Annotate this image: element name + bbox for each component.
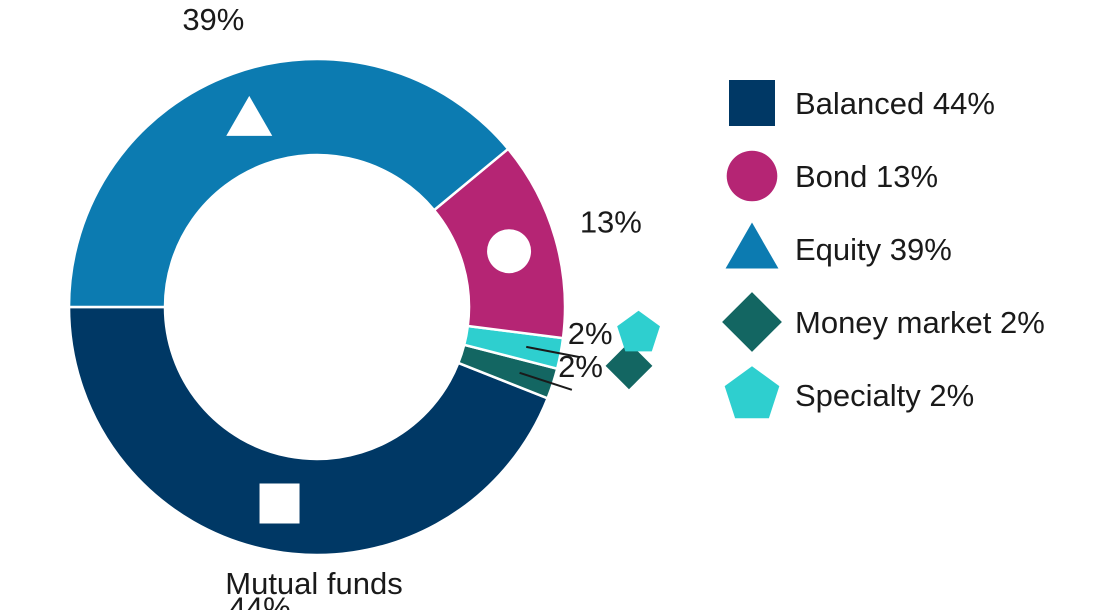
- slice-marker-balanced-square-icon: [259, 483, 300, 524]
- slice-marker-bond-circle-icon: [487, 229, 532, 274]
- legend-circle-icon: [726, 150, 778, 202]
- slice-label-equity: 39%: [182, 2, 244, 37]
- slice-label-bond: 13%: [580, 205, 642, 240]
- legend-item-equity: Equity 39%: [725, 222, 952, 269]
- legend-pentagon-icon: [724, 366, 780, 419]
- slice-label-balanced: 44%: [229, 591, 291, 610]
- legend: Balanced 44% Bond 13% Equity 39% Money mark…: [722, 80, 1045, 419]
- slice-marker-equity-triangle-icon: [226, 95, 273, 136]
- callout-markers: [605, 310, 660, 390]
- slice-label-specialty: 2%: [568, 316, 613, 351]
- legend-label-bond: Bond 13%: [795, 159, 938, 194]
- callout-marker-specialty-pentagon-icon: [617, 310, 660, 352]
- slice-markers: [226, 95, 532, 524]
- slice-labels: 44% 2%2% 13% 39%: [182, 2, 642, 610]
- leader-lines: [519, 345, 581, 391]
- legend-label-balanced: Balanced 44%: [795, 86, 995, 121]
- legend-item-money-market: Money market 2%: [722, 292, 1045, 352]
- legend-label-money-market: Money market 2%: [795, 305, 1045, 340]
- donut-slices: [67, 57, 567, 557]
- chart-caption: Mutual funds: [225, 566, 403, 601]
- legend-square-icon: [729, 80, 775, 126]
- legend-triangle-icon: [725, 222, 779, 269]
- slice-equity: [67, 57, 510, 309]
- legend-item-specialty: Specialty 2%: [724, 366, 974, 419]
- leader-line-specialty: [526, 345, 581, 359]
- slice-label-money-market: 2%: [558, 349, 603, 384]
- legend-label-equity: Equity 39%: [795, 232, 952, 267]
- legend-item-bond: Bond 13%: [726, 150, 938, 202]
- callout-marker-money-market-diamond-icon: [605, 342, 653, 390]
- legend-diamond-icon: [722, 292, 782, 352]
- legend-label-specialty: Specialty 2%: [795, 378, 974, 413]
- leader-line-money-market: [519, 371, 573, 391]
- legend-item-balanced: Balanced 44%: [729, 80, 995, 126]
- slice-balanced: [67, 305, 550, 557]
